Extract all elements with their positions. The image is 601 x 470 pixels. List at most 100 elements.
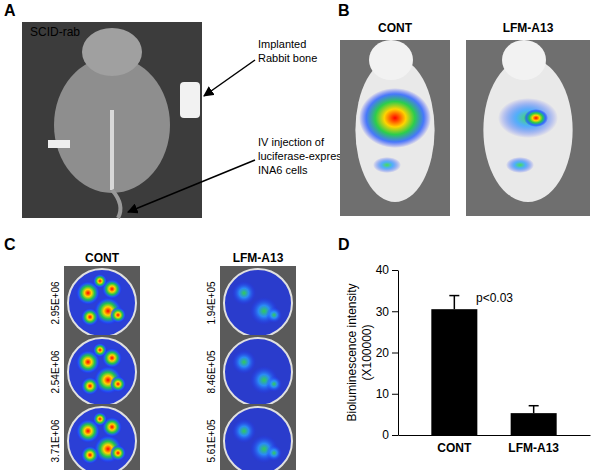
panel-label: A <box>4 2 16 19</box>
panel-label: C <box>4 236 16 253</box>
panel-label: D <box>338 236 350 253</box>
photo <box>340 40 450 216</box>
bioluminescence <box>232 350 256 374</box>
tick-label: 30 <box>376 305 390 319</box>
bioluminescence <box>81 446 99 464</box>
tick-mark <box>392 270 398 271</box>
y-axis-title: Bioluminescence intensity(X100000) <box>345 283 374 421</box>
tick: LFM-A13 <box>508 435 559 455</box>
tick-label: LFM-A13 <box>508 441 559 455</box>
panel-d: D 0 10 20 30 40 CONT LFM-A13 Bioluminescence int… <box>338 236 591 455</box>
tick: CONT <box>437 435 472 455</box>
bioluminescence <box>266 376 282 392</box>
error-bar <box>449 296 459 310</box>
tick-mark <box>392 435 398 436</box>
bioluminescence <box>373 157 401 173</box>
error-line <box>454 296 456 310</box>
image-title: SCID-rab <box>30 25 80 39</box>
dish-label: 8.46E+05 <box>206 350 217 394</box>
bioluminescence <box>110 307 126 323</box>
bioluminescence <box>81 308 99 326</box>
bioluminescence <box>93 274 107 288</box>
arrow <box>128 160 255 212</box>
annotation: Implanted <box>258 38 306 50</box>
bioluminescence <box>93 343 107 357</box>
dish <box>68 407 136 470</box>
dish-label: 2.54E+06 <box>50 350 61 394</box>
photo <box>64 404 140 470</box>
tick: 0 <box>382 428 398 442</box>
bioluminescence <box>359 88 431 148</box>
axis-line <box>398 271 399 436</box>
bioluminescence <box>232 419 256 443</box>
error-bar <box>529 406 539 413</box>
rabbit-bone <box>180 82 200 118</box>
photo <box>220 404 296 470</box>
mouse-head <box>82 28 142 76</box>
arrow <box>204 60 255 96</box>
annotation: IV injection of <box>258 136 325 148</box>
tick-label: CONT <box>437 441 472 455</box>
group-label: CONT <box>85 251 120 265</box>
annotation: Rabbit bone <box>258 52 317 64</box>
bioluminescence <box>110 376 126 392</box>
y-axis: 0 10 20 30 40 <box>376 263 399 442</box>
image-label: LFM-A13 <box>503 21 554 35</box>
tick: 40 <box>376 263 398 277</box>
bioluminescence <box>266 307 282 323</box>
tick-label: 20 <box>376 346 390 360</box>
bar <box>511 413 557 435</box>
xray-image <box>22 22 202 218</box>
mouse-head <box>502 40 546 80</box>
group-label: LFM-A13 <box>233 251 284 265</box>
panel-label: B <box>338 2 350 19</box>
annotation: INA6 cells <box>258 164 308 176</box>
bioluminescence <box>498 98 558 138</box>
photo <box>64 266 140 340</box>
error-line <box>533 406 535 413</box>
photo <box>220 335 296 409</box>
axis-line <box>399 435 591 436</box>
tick-mark <box>392 353 398 354</box>
plot-marks <box>431 296 556 435</box>
tail <box>112 190 120 218</box>
dish-label: 3.71E+06 <box>50 419 61 463</box>
bioluminescence <box>232 281 256 305</box>
photo <box>64 335 140 409</box>
tick-label: 10 <box>376 387 390 401</box>
dish-label: 2.95E+06 <box>50 281 61 325</box>
bioluminescence <box>506 157 534 173</box>
image-label: CONT <box>378 21 413 35</box>
dish-label: 1.94E+05 <box>206 281 217 325</box>
mouse-head <box>369 40 413 80</box>
annotation: p<0.03 <box>476 291 513 305</box>
error-cap <box>449 295 459 297</box>
spine <box>110 110 114 190</box>
photo <box>466 40 590 216</box>
x-axis: CONT LFM-A13 <box>399 435 591 455</box>
figure: A SCID-rab Implanted Rabbit bone IV injectio… <box>0 0 601 470</box>
tick: 10 <box>376 387 398 401</box>
dish <box>224 269 292 337</box>
tick: 30 <box>376 305 398 319</box>
bioluminescence <box>81 377 99 395</box>
dish <box>68 338 136 406</box>
bioluminescence <box>266 445 282 461</box>
tick: 20 <box>376 346 398 360</box>
bioluminescence <box>110 445 126 461</box>
tick-mark <box>392 394 398 395</box>
bar <box>431 309 477 435</box>
bioluminescence <box>524 109 548 127</box>
tick-mark <box>392 311 398 312</box>
y-axis-title-line: Bioluminescence intensity <box>345 283 359 421</box>
dish <box>224 338 292 406</box>
mouse-body <box>54 57 170 193</box>
panel-c: C CONT 2.95E+06 2.54E+06 3.71E+06 LFM-A13 1.94… <box>4 236 296 470</box>
bioluminescence <box>93 412 107 426</box>
y-axis-title-line: (X100000) <box>360 324 374 380</box>
dish <box>68 269 136 337</box>
tick-label: 0 <box>382 428 389 442</box>
panel-b: B CONT LFM-A13 <box>338 2 590 216</box>
error-cap <box>529 405 539 407</box>
tick-label: 40 <box>376 263 390 277</box>
